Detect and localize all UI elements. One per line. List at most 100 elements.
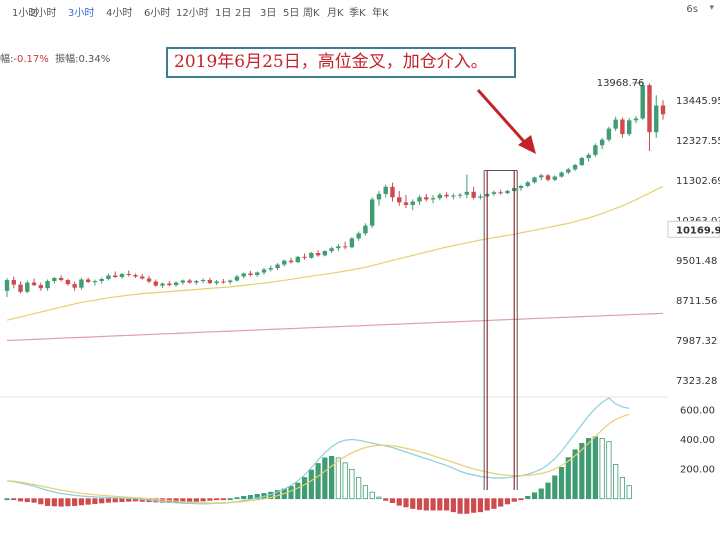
macd-bar bbox=[579, 442, 585, 500]
candle-body bbox=[397, 197, 402, 203]
candle-body bbox=[566, 169, 571, 173]
current-price-label: 10169.91 bbox=[676, 225, 720, 236]
candle-body bbox=[261, 269, 267, 273]
macd-bar bbox=[295, 482, 301, 500]
macd-bar bbox=[450, 498, 456, 513]
macd-bar bbox=[518, 498, 524, 501]
candle-body bbox=[167, 283, 172, 286]
macd-bar bbox=[254, 494, 260, 500]
candle-body bbox=[133, 274, 138, 277]
macd-bar bbox=[349, 468, 355, 500]
candle-body bbox=[255, 272, 260, 275]
timeframe-button-0[interactable]: 1小时 bbox=[12, 8, 39, 19]
candle-body bbox=[288, 260, 294, 263]
candle-body bbox=[241, 273, 246, 277]
candle-body bbox=[559, 172, 564, 177]
candle-body bbox=[383, 186, 388, 194]
candle-body bbox=[451, 195, 456, 197]
chevron-down-icon[interactable]: ▾ bbox=[709, 3, 714, 13]
macd-bar bbox=[220, 498, 227, 501]
macd-bar bbox=[315, 463, 321, 500]
macd-bar bbox=[11, 498, 17, 501]
macd-bar bbox=[241, 496, 247, 500]
amplitude-value: 0.34% bbox=[78, 54, 111, 65]
candle-body bbox=[349, 238, 355, 248]
macd-tick-label: 600.00 bbox=[680, 405, 715, 416]
price-tick-label: 8711.56 bbox=[676, 296, 717, 307]
arrow-head bbox=[518, 135, 536, 154]
macd-bar bbox=[464, 498, 470, 514]
macd-bar bbox=[430, 498, 436, 511]
macd-bar bbox=[369, 491, 375, 500]
macd-bar bbox=[227, 498, 233, 501]
macd-bar bbox=[322, 457, 328, 500]
macd-bar bbox=[207, 498, 213, 501]
high-price-label: 13968.76 bbox=[597, 78, 645, 89]
current-price-box bbox=[667, 220, 720, 238]
macd-bar bbox=[376, 496, 382, 500]
timeframe-button-11[interactable]: 月K bbox=[327, 8, 344, 19]
macd-bar bbox=[38, 498, 44, 505]
macd-bar bbox=[423, 498, 429, 511]
candle-body bbox=[38, 285, 44, 289]
candle-body bbox=[113, 275, 118, 277]
macd-bar bbox=[410, 498, 416, 509]
candle-body bbox=[525, 182, 530, 186]
timeframe-button-5[interactable]: 12小时 bbox=[176, 8, 209, 19]
macd-bar bbox=[613, 464, 619, 500]
candle-body bbox=[498, 192, 503, 194]
timeframe-button-6[interactable]: 1日 bbox=[215, 8, 232, 19]
macd-bar bbox=[4, 498, 10, 501]
candle-body bbox=[444, 194, 449, 197]
macd-dif-line bbox=[6, 397, 630, 505]
macd-bar bbox=[498, 498, 504, 507]
macd-bar bbox=[443, 498, 450, 511]
timeframe-button-2[interactable]: 3小时 bbox=[68, 8, 95, 19]
candle-body bbox=[457, 194, 463, 196]
candle-body bbox=[140, 276, 145, 279]
macd-bar bbox=[51, 498, 57, 507]
macd-bar bbox=[531, 492, 538, 500]
macd-tick-label: 200.00 bbox=[680, 465, 715, 476]
candle-body bbox=[207, 280, 213, 284]
candle-body bbox=[65, 280, 71, 285]
macd-bar bbox=[586, 438, 592, 500]
ma-line-1 bbox=[6, 312, 664, 342]
timeframe-button-13[interactable]: 年K bbox=[372, 8, 389, 19]
candle-body bbox=[620, 119, 625, 135]
macd-bar bbox=[389, 498, 396, 504]
timeframe-toolbar: 1小时 2小时 3小时 4小时 6小时 12小时 1日 2日 3日 5日 周K 月K 季K 年K bbox=[0, 0, 720, 20]
timeframe-button-3[interactable]: 4小时 bbox=[106, 8, 133, 19]
timeframe-button-9[interactable]: 5日 bbox=[283, 8, 300, 19]
timeframe-button-1[interactable]: 2小时 bbox=[30, 8, 57, 19]
candle-body bbox=[160, 283, 165, 286]
price-tick-label: 12327.55 bbox=[676, 136, 720, 147]
timeframe-button-4[interactable]: 6小时 bbox=[144, 8, 171, 19]
candle-body bbox=[11, 280, 16, 285]
refresh-interval[interactable]: 6s bbox=[686, 4, 698, 15]
candle-body bbox=[532, 177, 537, 183]
candle-body bbox=[92, 281, 98, 283]
timeframe-button-8[interactable]: 3日 bbox=[260, 8, 277, 19]
macd-bar bbox=[491, 498, 497, 509]
candle-body bbox=[626, 120, 632, 135]
candle-body bbox=[660, 105, 666, 115]
candle-body bbox=[106, 275, 111, 280]
macd-bar bbox=[112, 498, 118, 503]
timeframe-button-7[interactable]: 2日 bbox=[235, 8, 252, 19]
candle-body bbox=[282, 260, 287, 265]
candle-body bbox=[593, 145, 598, 155]
candle-body bbox=[478, 196, 483, 198]
macd-bar bbox=[403, 498, 409, 508]
macd-bar bbox=[525, 496, 531, 500]
macd-bar bbox=[58, 498, 64, 507]
timeframe-button-12[interactable]: 季K bbox=[349, 8, 366, 19]
candle-body bbox=[45, 281, 50, 289]
candle-body bbox=[248, 273, 253, 275]
candle-body bbox=[633, 118, 639, 121]
price-tick-label: 7323.28 bbox=[676, 376, 717, 387]
timeframe-button-10[interactable]: 周K bbox=[303, 8, 320, 19]
candle-body bbox=[572, 164, 578, 170]
macd-bar bbox=[308, 469, 314, 500]
macd-bar bbox=[383, 498, 389, 501]
